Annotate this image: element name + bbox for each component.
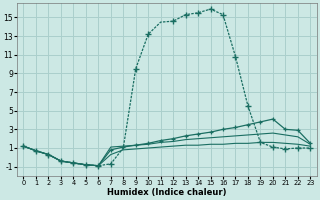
X-axis label: Humidex (Indice chaleur): Humidex (Indice chaleur)	[107, 188, 227, 197]
